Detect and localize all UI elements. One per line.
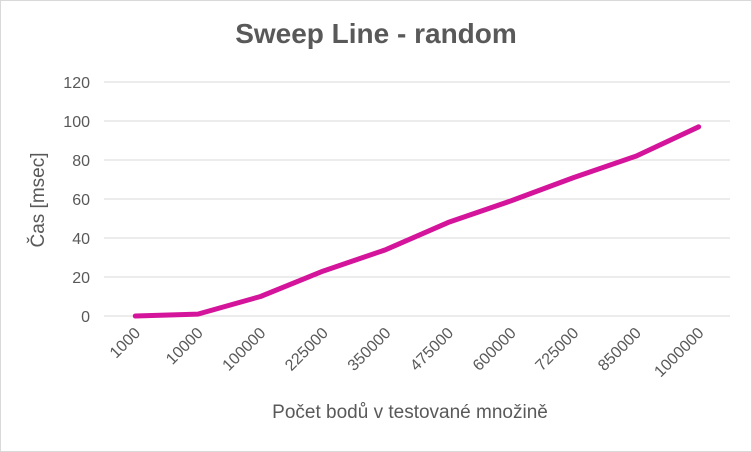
y-tick-label: 40	[72, 231, 90, 248]
x-axis-title: Počet bodů v testované množině	[272, 402, 548, 423]
gridlines	[104, 81, 730, 317]
series-line	[132, 124, 702, 319]
y-axis-tick-labels: 0 20 40 60 80 100 120	[63, 75, 90, 326]
x-tick-label: 600000	[470, 325, 520, 375]
x-tick-label: 1000000	[651, 325, 707, 381]
chart-title: Sweep Line - random	[235, 18, 517, 49]
x-tick-label: 850000	[595, 325, 645, 375]
y-tick-label: 120	[63, 75, 90, 92]
y-tick-label: 20	[72, 270, 90, 287]
x-tick-label: 475000	[407, 325, 457, 375]
x-tick-label: 225000	[282, 325, 332, 375]
x-tick-label: 725000	[533, 325, 583, 375]
x-tick-label: 350000	[345, 325, 395, 375]
y-tick-label: 0	[81, 309, 90, 326]
x-tick-label: 1000	[107, 325, 144, 362]
y-axis-title: Čas [msec]	[27, 152, 49, 247]
x-tick-label: 100000	[220, 325, 270, 375]
y-tick-label: 100	[63, 114, 90, 131]
x-tick-label: 10000	[163, 325, 207, 369]
y-tick-label: 80	[72, 153, 90, 170]
y-tick-label: 60	[72, 192, 90, 209]
x-axis-tick-labels: 1000 10000 100000 225000 350000 475000 600000 7…	[107, 325, 708, 381]
series-layer	[132, 124, 702, 319]
